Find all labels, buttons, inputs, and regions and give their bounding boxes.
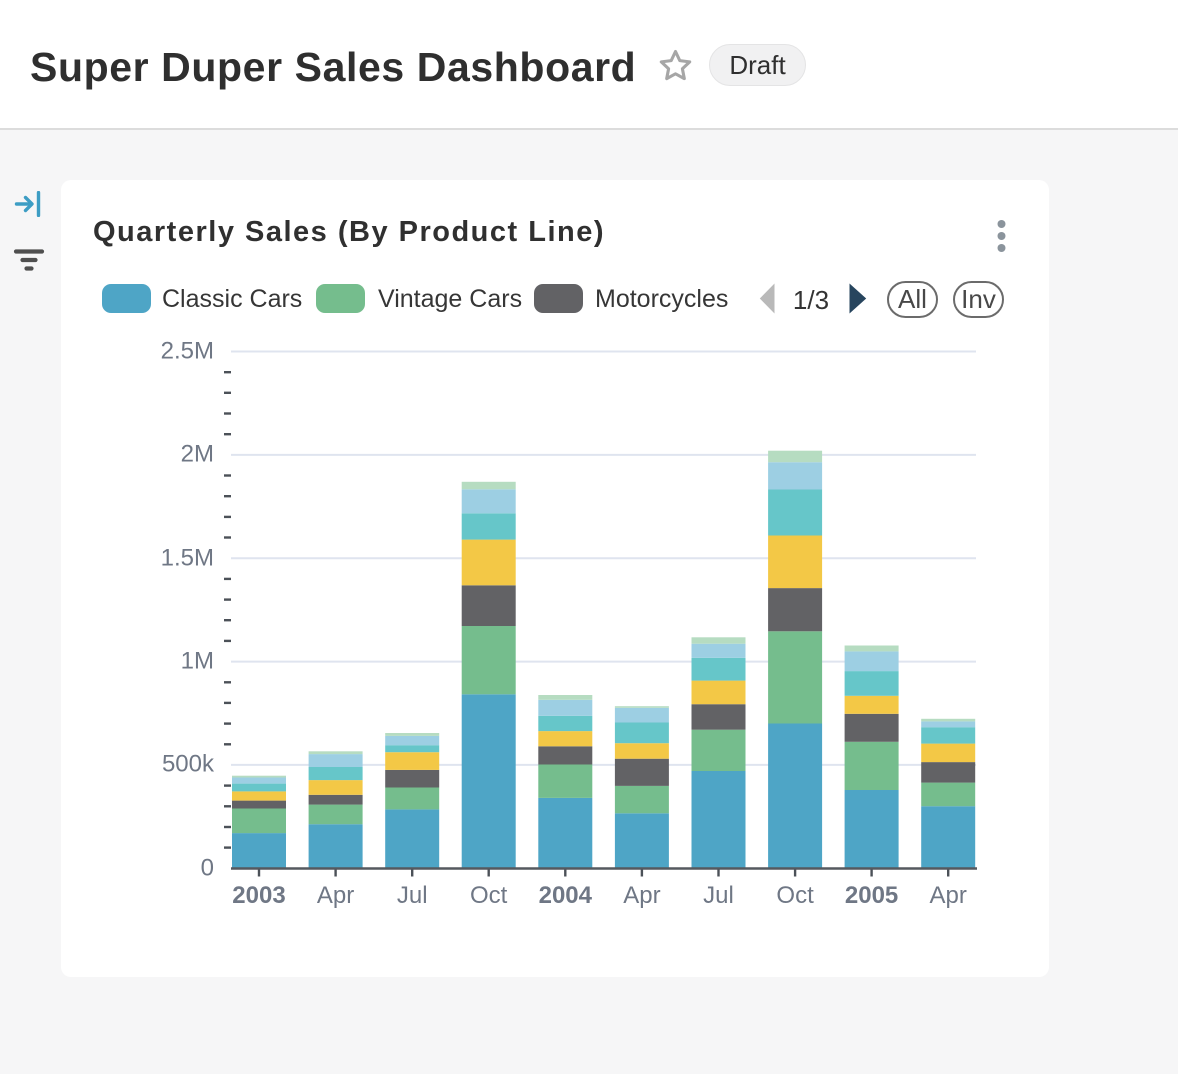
svg-text:Apr: Apr [930,882,967,909]
svg-text:0: 0 [201,855,214,882]
svg-text:2.5M: 2.5M [161,338,214,365]
svg-text:Jul: Jul [703,882,734,909]
svg-text:2M: 2M [181,441,214,468]
svg-text:1.5M: 1.5M [161,545,214,572]
svg-text:Jul: Jul [397,882,428,909]
svg-text:2005: 2005 [845,882,898,909]
svg-text:1M: 1M [181,648,214,675]
svg-text:Oct: Oct [470,882,508,909]
svg-text:2003: 2003 [232,882,285,909]
svg-text:Apr: Apr [623,882,660,909]
svg-text:500k: 500k [162,751,215,778]
svg-text:Apr: Apr [317,882,354,909]
svg-text:2004: 2004 [539,882,593,909]
svg-text:Oct: Oct [776,882,814,909]
